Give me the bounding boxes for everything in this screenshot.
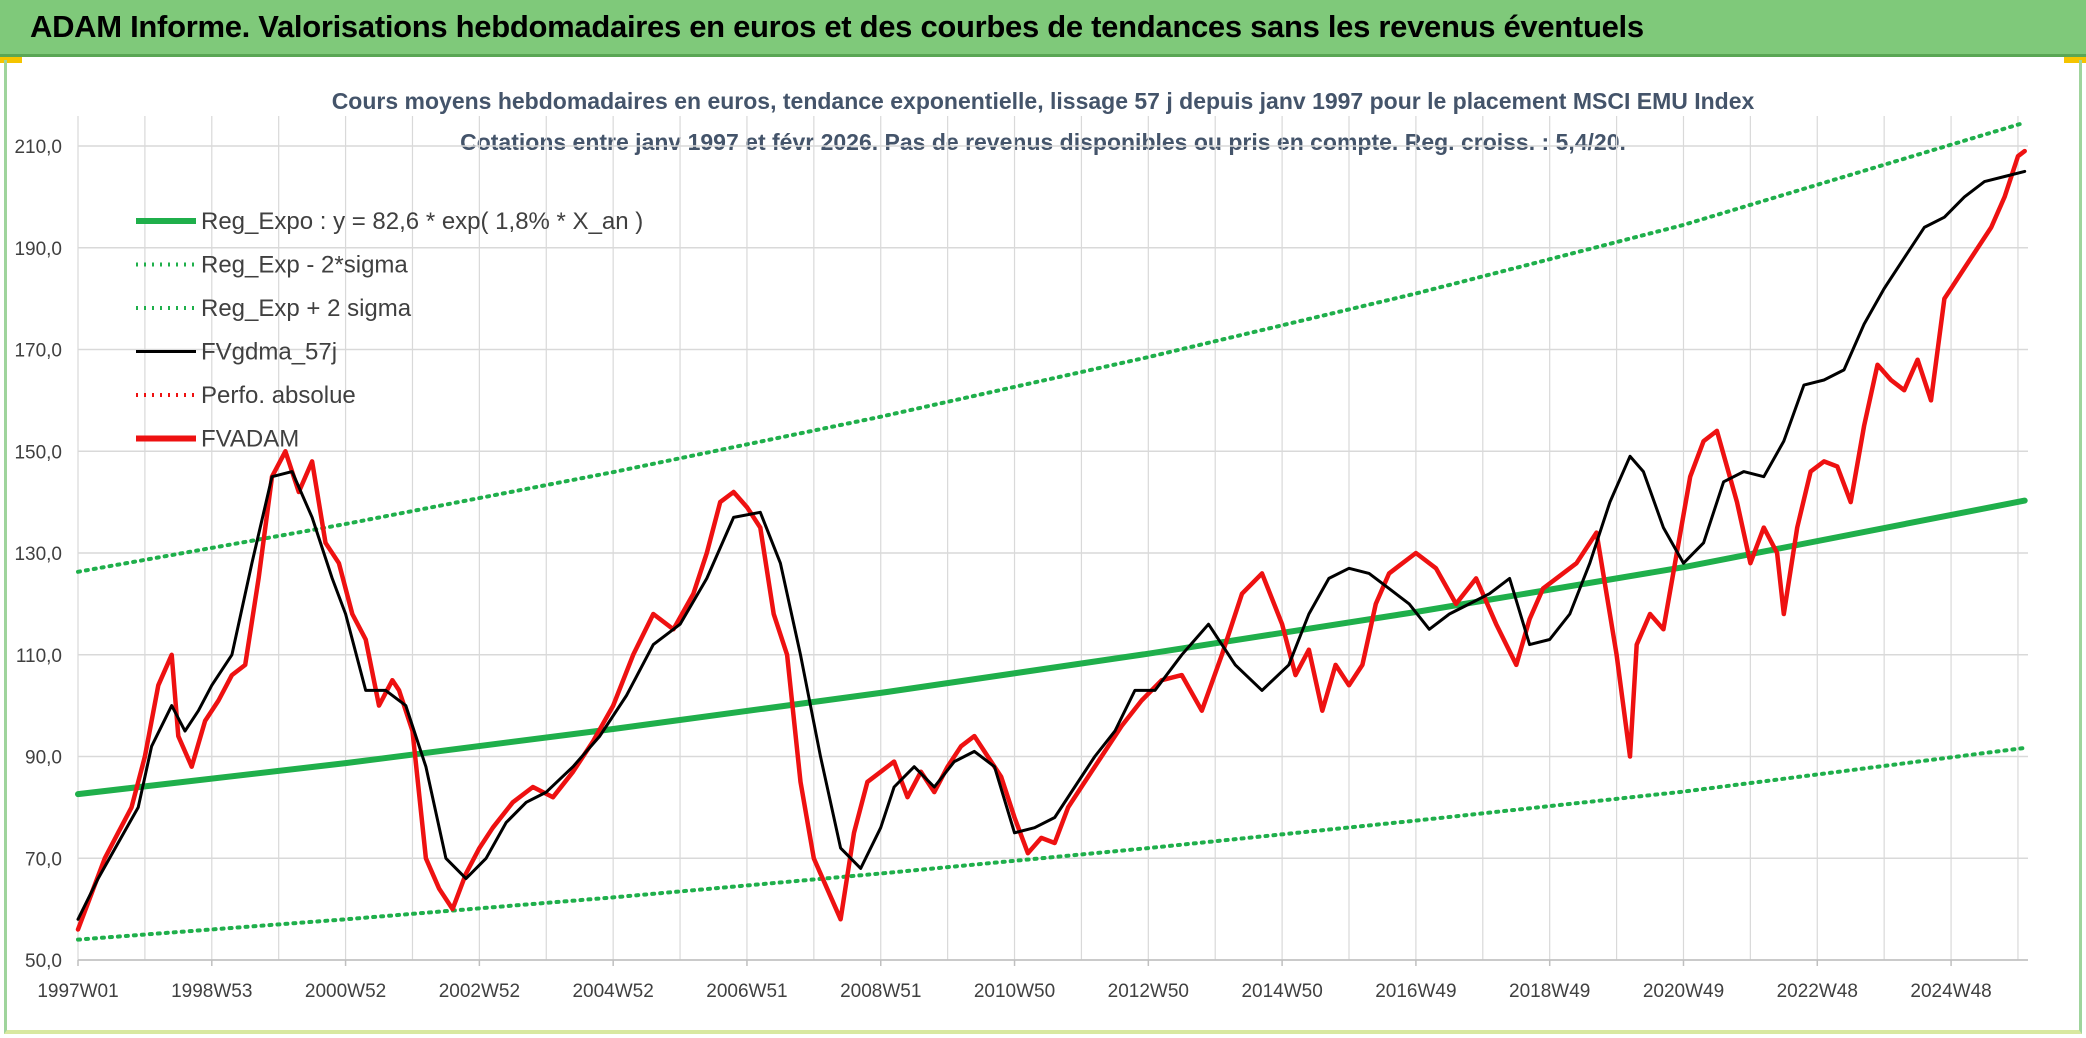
y-tick-label: 170,0 xyxy=(14,341,62,362)
y-tick-label: 130,0 xyxy=(14,544,62,565)
x-tick-label: 2012W50 xyxy=(1108,981,1189,1002)
series-line xyxy=(76,745,2027,942)
y-tick-label: 90,0 xyxy=(25,748,62,769)
legend-label: Reg_Exp + 2 sigma xyxy=(201,295,412,322)
page-title: ADAM Informe. Valorisations hebdomadaire… xyxy=(30,9,1644,44)
x-tick-label: 2010W50 xyxy=(974,981,1055,1002)
axes: 50,0 70,0 90,0 110,0 130,0 150,0 170,0 190,0 210… xyxy=(14,137,2028,1002)
legend-label: Reg_Expo : y = 82,6 * exp( 1,8% * X_an ) xyxy=(201,208,643,235)
x-tick-label: 2006W51 xyxy=(706,981,787,1002)
y-tick-label: 190,0 xyxy=(14,239,62,260)
legend-label: FVgdma_57j xyxy=(201,339,337,366)
x-tick-label: 2018W49 xyxy=(1509,981,1590,1002)
series-line xyxy=(76,120,2027,574)
series-line xyxy=(75,148,2027,932)
y-tick-label: 150,0 xyxy=(14,442,62,463)
y-tick-label: 210,0 xyxy=(14,137,62,158)
x-tick-label: 2024W48 xyxy=(1910,981,1991,1002)
x-tick-label: 2000W52 xyxy=(305,981,386,1002)
x-tick-label: 2016W49 xyxy=(1375,981,1456,1002)
y-tick-label: 50,0 xyxy=(25,951,62,972)
series-line xyxy=(75,497,2028,798)
series-lines xyxy=(75,120,2028,942)
corner-marker-right xyxy=(2064,57,2086,63)
y-tick-label: 70,0 xyxy=(25,849,62,870)
chart-frame xyxy=(4,60,2082,1034)
x-tick-label: 2004W52 xyxy=(572,981,653,1002)
x-tick-label: 2022W48 xyxy=(1777,981,1858,1002)
x-tick-label: 2008W51 xyxy=(840,981,921,1002)
legend-label: Perfo. absolue xyxy=(201,382,356,409)
legend-label: Reg_Exp - 2*sigma xyxy=(201,252,408,279)
corner-marker-left xyxy=(0,57,22,63)
chart-subtitle: Cotations entre janv 1997 et févr 2026. … xyxy=(460,129,1626,155)
series-line xyxy=(76,169,2027,921)
x-tick-label: 2002W52 xyxy=(439,981,520,1002)
x-tick-label: 2014W50 xyxy=(1241,981,1322,1002)
gridlines xyxy=(77,116,2028,961)
y-tick-label: 110,0 xyxy=(16,646,62,667)
legend: Reg_Expo : y = 82,6 * exp( 1,8% * X_an )… xyxy=(136,208,643,453)
x-tick-label: 1998W53 xyxy=(171,981,252,1002)
x-tick-label: 1997W01 xyxy=(37,981,118,1002)
x-tick-label: 2020W49 xyxy=(1643,981,1724,1002)
header-bar: ADAM Informe. Valorisations hebdomadaire… xyxy=(0,0,2086,57)
chart-title: Cours moyens hebdomadaires en euros, ten… xyxy=(332,88,1755,114)
legend-label: FVADAM xyxy=(201,426,299,453)
